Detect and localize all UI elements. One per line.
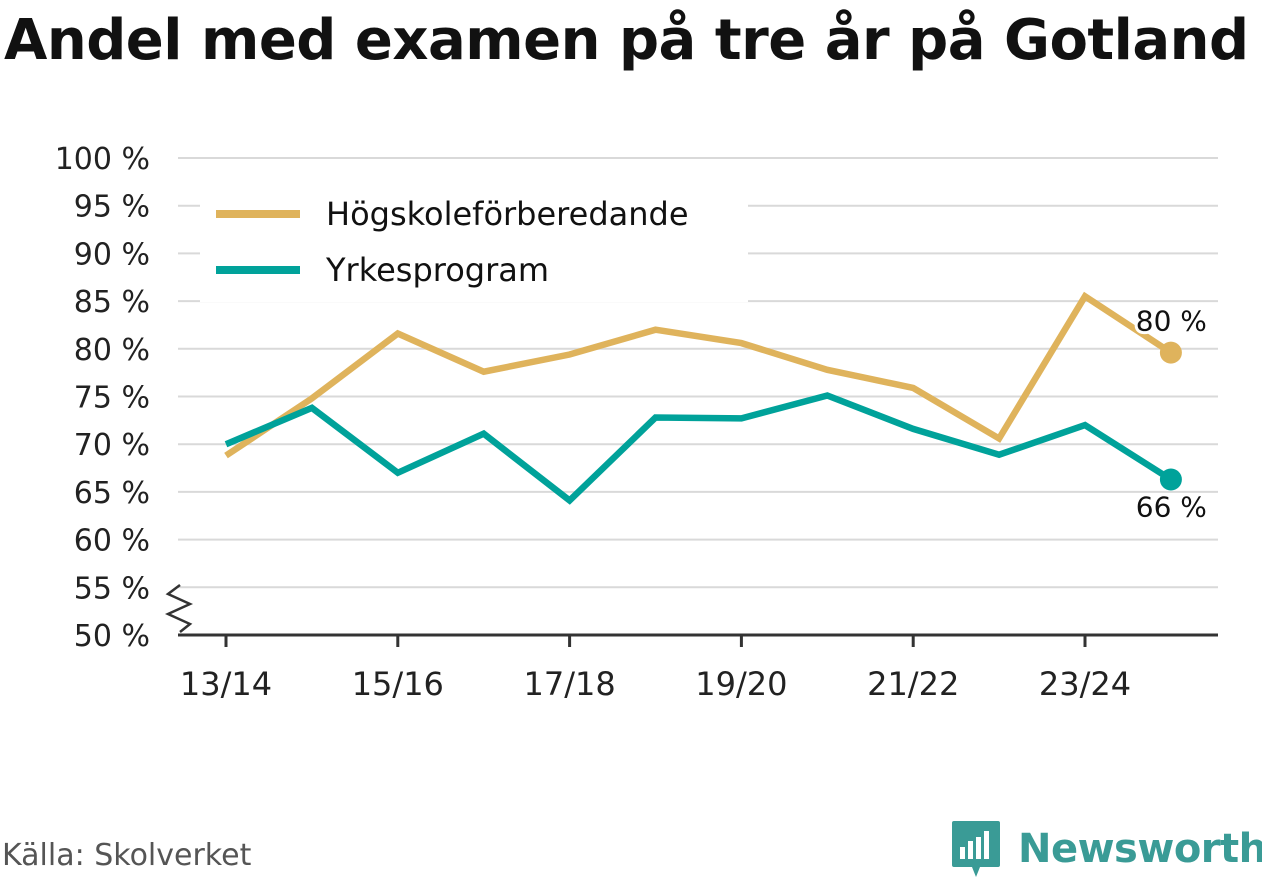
x-tick-label: 21/22: [867, 665, 959, 703]
end-labels: 80 % 66 %: [1133, 302, 1210, 527]
y-tick-label: 55 %: [74, 571, 150, 606]
y-tick-label: 95 %: [74, 190, 150, 225]
y-tick-label: 50 %: [74, 619, 150, 654]
y-tick-label: 75 %: [74, 381, 150, 416]
series-line: [224, 291, 1173, 459]
axis-break-icon: [164, 584, 194, 633]
y-tick-label: 100 %: [55, 142, 150, 177]
y-tick-label: 60 %: [74, 524, 150, 559]
x-tick-label: 19/20: [695, 665, 787, 703]
series-lines: [224, 291, 1182, 505]
y-tick-label: 70 %: [74, 428, 150, 463]
end-data-label: 66 %: [1136, 490, 1207, 523]
end-data-label: 80 %: [1136, 305, 1207, 338]
chart-title: Andel med examen på tre år på Gotland: [4, 8, 1249, 73]
source-note: Källa: Skolverket: [2, 838, 252, 873]
series-line: [224, 392, 1173, 505]
axis-break-zigzag: [164, 584, 194, 633]
legend-label: Högskoleförberedande: [326, 195, 689, 233]
x-tick-label: 17/18: [523, 665, 615, 703]
x-axis-ticks: 13/14 15/16 17/18 19/20 21/22 23/24: [180, 635, 1131, 703]
brand-logo: Newsworthy: [950, 818, 1262, 880]
legend-label: Yrkesprogram: [325, 251, 549, 289]
y-axis-ticks: 100 % 95 % 90 % 85 % 80 % 75 % 70 % 65 % 60 % 55 …: [55, 142, 150, 654]
series-end-point: [1159, 341, 1182, 364]
brand-name: Newsworthy: [1018, 826, 1262, 872]
series-end-point: [1159, 468, 1182, 491]
x-tick-label: 13/14: [180, 665, 272, 703]
y-tick-label: 65 %: [74, 476, 150, 511]
y-tick-label: 80 %: [74, 333, 150, 368]
x-tick-label: 23/24: [1039, 665, 1131, 703]
x-tick-label: 15/16: [352, 665, 444, 703]
newsworthy-bar-chart-logo-icon: [952, 821, 1000, 877]
y-tick-label: 90 %: [74, 237, 150, 272]
legend-background: [200, 178, 748, 302]
legend: Högskoleförberedande Yrkesprogram: [200, 178, 748, 302]
y-tick-label: 85 %: [74, 285, 150, 320]
